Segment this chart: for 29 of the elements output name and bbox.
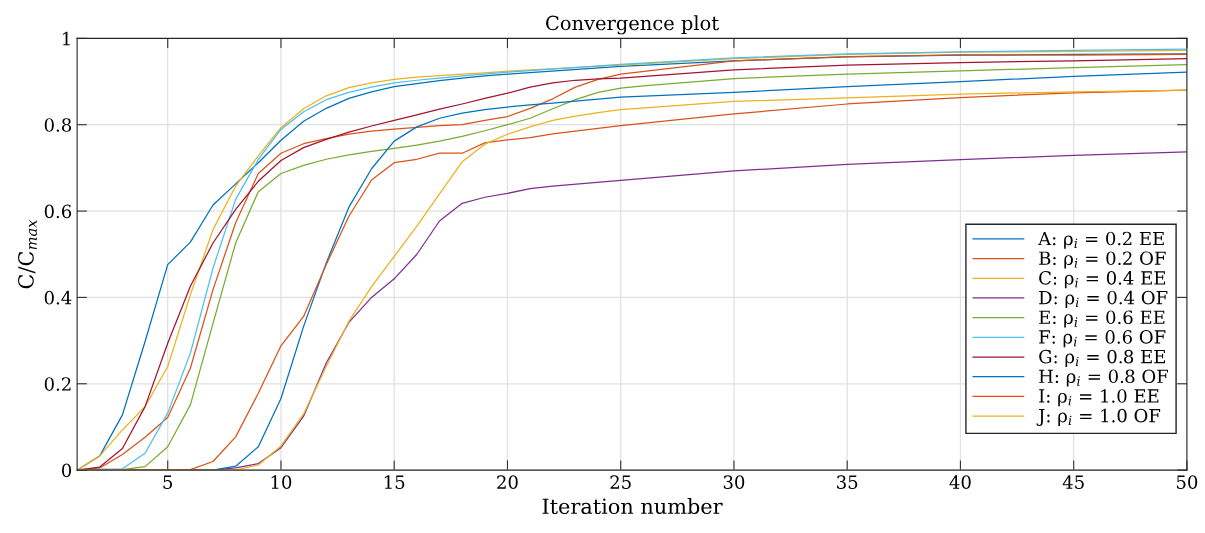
- legend-label: C: ρ$_{i}$ = 0.4 EE: [1039, 271, 1166, 289]
- y-axis-title: C/C$_{max}$: [18, 219, 37, 289]
- y-tick-label: 1: [62, 31, 70, 46]
- x-tick-label: 20: [497, 475, 518, 489]
- x-tick-label: 30: [723, 475, 745, 489]
- x-tick-label: 25: [610, 475, 631, 489]
- x-tick-label: 5: [163, 475, 173, 489]
- legend-label: F: ρ$_{i}$ = 0.6 OF: [1039, 330, 1166, 348]
- chart-title: Convergence plot: [546, 15, 719, 35]
- y-tick-label: 0.6: [44, 204, 72, 219]
- x-tick-label: 50: [1176, 475, 1198, 489]
- x-tick-label: 10: [271, 475, 292, 489]
- x-tick-label: 15: [384, 475, 405, 489]
- legend-label: B: ρ$_{i}$ = 0.2 OF: [1039, 251, 1166, 269]
- legend-label: D: ρ$_{i}$ = 0.4 OF: [1039, 290, 1168, 308]
- y-tick-label: 0.4: [44, 290, 72, 305]
- legend-label: J: ρ$_{i}$ = 1.0 OF: [1036, 408, 1161, 426]
- x-tick-label: 40: [949, 475, 971, 489]
- legend-label: H: ρ$_{i}$ = 0.8 OF: [1039, 369, 1168, 387]
- legend-label: A: ρ$_{i}$ = 0.2 EE: [1038, 231, 1164, 249]
- legend-label: E: ρ$_{i}$ = 0.6 EE: [1039, 310, 1165, 328]
- y-tick-label: 0: [61, 463, 72, 478]
- legend-label: I: ρ$_{i}$ = 1.0 EE: [1039, 389, 1159, 407]
- legend-label: G: ρ$_{i}$ = 0.8 EE: [1039, 349, 1165, 367]
- x-tick-label: 45: [1062, 475, 1084, 489]
- x-tick-label: 35: [837, 475, 858, 489]
- y-tick-label: 0.8: [44, 118, 72, 132]
- y-tick-label: 0.2: [44, 377, 71, 391]
- x-axis-title: Iteration number: [542, 498, 723, 515]
